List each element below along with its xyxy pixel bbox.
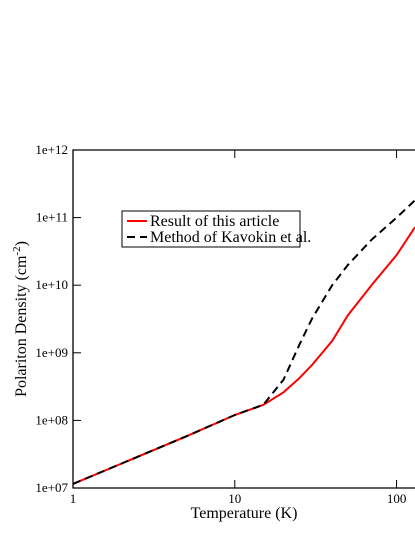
y-tick-label: 1e+08 [35, 412, 68, 427]
series-line [72, 226, 415, 485]
y-tick-label: 1e+09 [35, 345, 68, 360]
x-tick-label: 10 [228, 491, 241, 506]
legend-label: Method of Kavokin et al. [150, 229, 311, 246]
y-label-sup: -2 [11, 246, 23, 255]
y-tick-label: 1e+10 [35, 277, 68, 292]
y-tick-label: 1e+07 [35, 480, 68, 495]
y-axis-label: Polariton Density (cm-2) [11, 241, 30, 397]
series-line [72, 199, 415, 485]
legend-box [121, 210, 301, 248]
plot-frame [72, 149, 415, 489]
x-axis-label: Temperature (K) [191, 505, 298, 522]
y-tick-label: 1e+11 [36, 210, 68, 225]
x-tick-label: 1 [70, 491, 77, 506]
legend-label: Result of this article [150, 213, 279, 230]
y-label-text: Polariton Density (cm [13, 255, 30, 397]
y-tick-label: 1e+12 [35, 142, 68, 157]
y-label-end: ) [13, 241, 30, 246]
x-tick-label: 100 [387, 491, 407, 506]
